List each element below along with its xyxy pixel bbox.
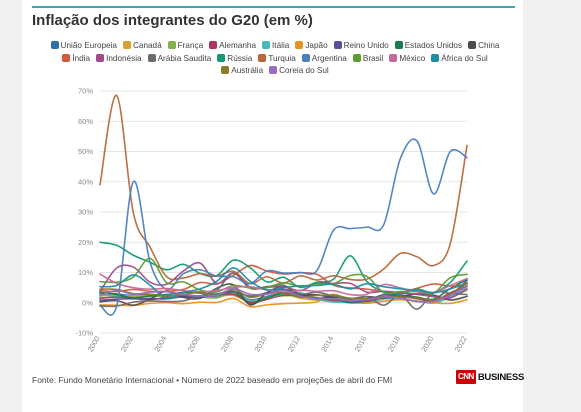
series-line[interactable]: [99, 257, 468, 295]
legend-swatch: [431, 53, 440, 62]
legend-swatch: [221, 66, 230, 74]
legend-swatch: [96, 53, 105, 62]
legend-item[interactable]: Argentina: [301, 53, 347, 66]
legend-item[interactable]: Rússia: [217, 53, 252, 66]
y-tick-label: 10%: [78, 268, 93, 277]
legend-label: Estados Unidos: [404, 41, 463, 50]
legend-item[interactable]: Reino Unido: [333, 40, 389, 53]
x-tick-label: 2006: [186, 335, 202, 354]
source-note: Fonte: Fundo Monetário Internacional • N…: [32, 375, 393, 385]
legend-label: França: [177, 41, 204, 50]
legend-swatch: [394, 41, 403, 49]
series-line[interactable]: [99, 285, 468, 303]
legend-swatch: [333, 41, 342, 49]
y-tick-label: 0%: [82, 298, 93, 307]
page-margin-left: [0, 0, 22, 412]
legend-swatch: [295, 41, 304, 49]
series-line[interactable]: [99, 94, 468, 285]
legend-label: África do Sul: [441, 53, 488, 63]
legend-item[interactable]: Indonésia: [96, 53, 142, 66]
legend-item[interactable]: Austrália: [221, 65, 263, 78]
legend-item[interactable]: França: [167, 40, 204, 53]
x-tick-label: 2018: [386, 335, 402, 354]
legend-label: Brasil: [362, 53, 384, 63]
legend-label: Arábia Saudita: [157, 53, 212, 63]
series-line[interactable]: [99, 138, 468, 316]
legend-swatch: [468, 41, 477, 49]
legend-item[interactable]: Itália: [262, 40, 289, 53]
legend-item[interactable]: Coreia do Sul: [269, 65, 329, 78]
chart-legend: União Europeia Canadá França Alemanha Itália…: [40, 40, 510, 78]
legend-swatch: [352, 53, 361, 62]
legend-label: Coreia do Sul: [279, 66, 329, 75]
legend-label: Índia: [72, 53, 91, 63]
legend-item[interactable]: Índia: [62, 53, 90, 66]
legend-item[interactable]: Turquia: [258, 53, 296, 66]
x-tick-label: 2010: [252, 335, 268, 354]
x-tick-label: 2002: [119, 335, 135, 354]
legend-label: Rússia: [227, 53, 253, 63]
legend-swatch: [62, 53, 71, 62]
legend-label: México: [399, 53, 426, 63]
legend-item[interactable]: Canadá: [122, 40, 162, 53]
legend-swatch: [262, 41, 271, 49]
series-line[interactable]: [99, 282, 468, 301]
legend-label: Turquia: [268, 53, 296, 63]
title-accent-rule: [32, 6, 515, 8]
legend-label: Canadá: [132, 41, 162, 50]
legend-item[interactable]: Brasil: [352, 53, 384, 66]
legend-swatch: [209, 41, 218, 49]
series-lines: [99, 94, 468, 316]
legend-swatch: [389, 53, 398, 62]
y-tick-label: 50%: [78, 147, 93, 156]
legend-label: Reino Unido: [343, 41, 389, 50]
legend-swatch: [50, 41, 59, 49]
legend-label: China: [478, 41, 500, 50]
series-line[interactable]: [99, 241, 468, 295]
legend-swatch: [122, 41, 131, 49]
legend-item[interactable]: União Europeia: [50, 40, 117, 53]
legend-label: Indonésia: [106, 53, 142, 63]
legend-item[interactable]: Alemanha: [209, 40, 256, 53]
legend-item[interactable]: México: [389, 53, 425, 66]
legend-label: União Europeia: [60, 41, 117, 50]
legend-label: Itália: [272, 41, 290, 50]
x-tick-label: 2012: [286, 335, 302, 354]
page-margin-right: [523, 0, 581, 412]
legend-item[interactable]: Arábia Saudita: [147, 53, 212, 66]
legend-swatch: [147, 53, 156, 62]
legend-swatch: [167, 41, 176, 49]
brand-logo: CNN BUSINESS: [456, 368, 524, 386]
brand-badge: CNN: [456, 370, 476, 384]
x-tick-label: 2020: [419, 335, 435, 354]
legend-item[interactable]: Japão: [295, 40, 328, 53]
x-tick-label: 2008: [219, 335, 235, 354]
legend-swatch: [301, 53, 310, 62]
brand-wordmark: BUSINESS: [477, 371, 525, 383]
legend-item[interactable]: África do Sul: [431, 53, 488, 66]
x-tick-label: 2016: [353, 335, 369, 354]
legend-label: Austrália: [231, 66, 264, 75]
legend-swatch: [269, 66, 278, 74]
y-tick-label: 70%: [78, 87, 93, 96]
x-tick-label: 2022: [453, 335, 469, 354]
chart-title: Inflação dos integrantes do G20 (em %): [32, 12, 313, 29]
chart-card: Inflação dos integrantes do G20 (em %) U…: [22, 0, 524, 412]
legend-label: Argentina: [311, 53, 347, 63]
y-tick-label: 30%: [78, 208, 93, 217]
y-tick-label: 60%: [78, 117, 93, 126]
legend-label: Alemanha: [219, 41, 257, 50]
legend-item[interactable]: Estados Unidos: [394, 40, 463, 53]
x-tick-label: 2014: [319, 335, 335, 354]
legend-swatch: [217, 53, 226, 62]
legend-swatch: [258, 53, 267, 62]
x-tick-label: 2004: [152, 335, 168, 354]
legend-item[interactable]: China: [468, 40, 499, 53]
y-tick-label: 40%: [78, 177, 93, 186]
y-tick-label: -10%: [75, 329, 93, 338]
legend-label: Japão: [305, 41, 328, 50]
y-tick-label: 20%: [78, 238, 93, 247]
